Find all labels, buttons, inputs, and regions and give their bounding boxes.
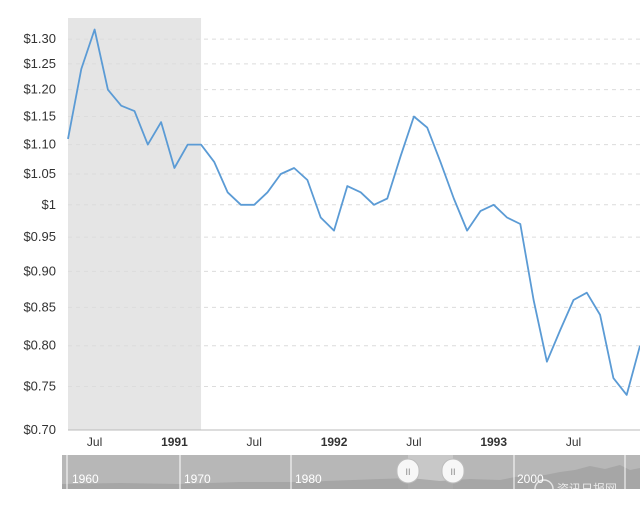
- x-tick-label: Jul: [406, 435, 421, 449]
- y-tick-label: $1.05: [23, 166, 56, 181]
- y-tick-label: $0.90: [23, 263, 56, 278]
- y-tick-label: $0.85: [23, 299, 56, 314]
- y-tick-label: $0.95: [23, 229, 56, 244]
- y-tick-label: $0.70: [23, 422, 56, 437]
- navigator-label-1970: 1970: [184, 472, 211, 486]
- y-tick-label: $0.80: [23, 338, 56, 353]
- watermark-logo: 资讯日报网: [534, 479, 617, 499]
- x-tick-label: Jul: [566, 435, 581, 449]
- navigator-label-2000: 2000: [517, 472, 544, 486]
- handle-grip-right-icon: II: [450, 467, 455, 477]
- y-tick-label: $1.10: [23, 137, 56, 152]
- handle-grip-left-icon: II: [405, 467, 410, 477]
- series-line: [67, 28, 640, 396]
- y-tick-label: $1.20: [23, 82, 56, 97]
- y-tick-label: $1.25: [23, 56, 56, 71]
- x-tick-label: 1993: [480, 435, 507, 449]
- navigator-handle-right[interactable]: II: [441, 458, 465, 484]
- x-tick-label: Jul: [87, 435, 102, 449]
- x-tick-label: 1991: [161, 435, 188, 449]
- navigator-area: [62, 465, 640, 489]
- watermark-icon: [534, 479, 554, 499]
- navigator-handle-left[interactable]: II: [396, 458, 420, 484]
- y-tick-label: $1: [42, 197, 56, 212]
- y-tick-label: $1.15: [23, 109, 56, 124]
- x-tick-label: Jul: [247, 435, 262, 449]
- y-tick-label: $0.75: [23, 378, 56, 393]
- y-tick-label: $1.30: [23, 31, 56, 46]
- x-tick-label: 1992: [321, 435, 348, 449]
- navigator-label-1980: 1980: [295, 472, 322, 486]
- recession-band: [68, 18, 202, 430]
- watermark-text: 资讯日报网: [557, 481, 617, 496]
- navigator-label-1960: 1960: [72, 472, 99, 486]
